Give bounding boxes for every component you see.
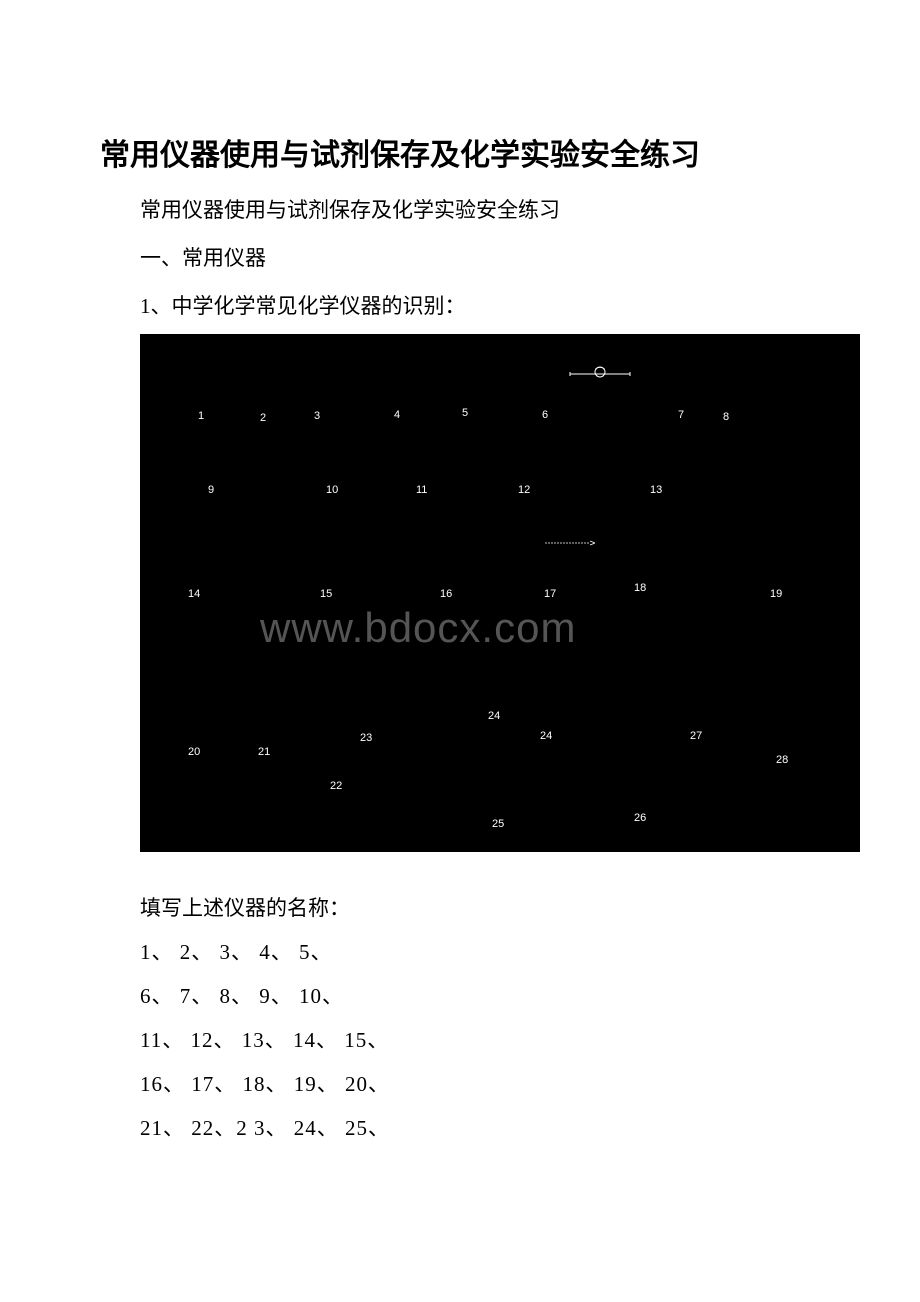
diagram-number-label: 19 [770,588,782,600]
diagram-number-label: 4 [394,409,400,421]
diagram-number-label: 14 [188,588,200,600]
number-line-3: 11、 12、 13、 14、 15、 [140,1024,820,1054]
diagram-number-label: 1 [198,410,204,422]
diagram-number-label: 21 [258,746,270,758]
number-line-1: 1、 2、 3、 4、 5、 [140,936,820,966]
diagram-number-label: 11 [416,484,427,496]
diagram-number-label: 7 [678,409,684,421]
number-line-2: 6、 7、 8、 9、 10、 [140,980,820,1010]
diagram-number-label: 2 [260,412,266,424]
diagram-number-label: 16 [440,588,452,600]
page-title: 常用仪器使用与试剂保存及化学实验安全练习 [100,130,820,174]
diagram-number-label: 26 [634,812,646,824]
diagram-number-label: 9 [208,484,214,496]
diagram-number-label: 28 [776,754,788,766]
diagram-number-label: 3 [314,410,320,422]
watermark-text: www.bdocx.com [260,604,576,652]
diagram-number-label: 23 [360,732,372,744]
diagram-number-label: 5 [462,407,468,419]
diagram-number-label: 17 [544,588,556,600]
number-line-5: 21、 22、2 3、 24、 25、 [140,1112,820,1142]
diagram-container: 1234567891011121314151617181920212223242… [140,334,820,852]
diagram-number-label: 24 [488,710,500,722]
diagram-number-label: 12 [518,484,530,496]
fill-instruction: 填写上述仪器的名称： [140,892,820,922]
item-1-text: 1、中学化学常见化学仪器的识别： [140,290,820,320]
diagram-number-label: 10 [326,484,338,496]
diagram-number-label: 25 [492,818,504,830]
section-1-heading: 一、常用仪器 [140,242,820,272]
line-shape-icon [540,534,600,542]
diagram-number-label: 22 [330,780,342,792]
subtitle-text: 常用仪器使用与试剂保存及化学实验安全练习 [140,194,820,224]
diagram-number-label: 24 [540,730,552,742]
diagram-number-label: 27 [690,730,702,742]
diagram-number-label: 6 [542,409,548,421]
number-line-4: 16、 17、 18、 19、 20、 [140,1068,820,1098]
diagram-number-label: 15 [320,588,332,600]
diagram-number-label: 20 [188,746,200,758]
diagram-number-label: 13 [650,484,662,496]
apparatus-diagram: 1234567891011121314151617181920212223242… [140,334,860,852]
diagram-number-label: 18 [634,582,646,594]
diagram-number-label: 8 [723,411,729,423]
balance-icon [560,364,640,384]
